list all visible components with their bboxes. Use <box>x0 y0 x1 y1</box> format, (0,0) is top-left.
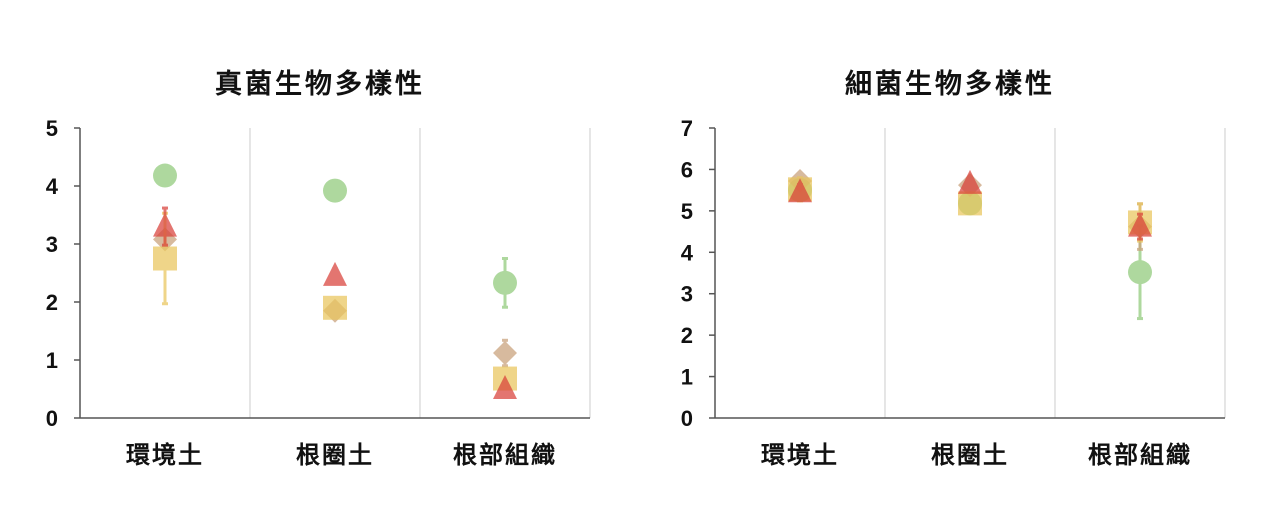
triangle-marker <box>958 169 982 194</box>
x-category-label: 環境土 <box>761 441 839 469</box>
triangle-marker <box>493 375 517 399</box>
y-tick-label: 3 <box>46 232 58 257</box>
triangle-marker <box>788 178 812 203</box>
data-point-triangle <box>1128 212 1152 241</box>
x-category-label: 根部組織 <box>453 441 557 469</box>
x-category-label: 根圈土 <box>296 441 374 469</box>
y-tick-label: 2 <box>681 323 693 348</box>
y-tick-label: 6 <box>681 157 693 182</box>
data-point-circle <box>153 163 177 188</box>
fungal-plot: 0 1 2 3 4 5 環境土 根圈土 根部組織 <box>46 116 591 469</box>
chart-title: 真菌生物多樣性 <box>215 69 425 100</box>
square-marker <box>323 295 347 320</box>
chart-title: 細菌生物多樣性 <box>845 69 1055 100</box>
data-point-circle <box>323 178 347 203</box>
y-tick-label: 4 <box>681 240 694 265</box>
circle-marker <box>153 163 177 188</box>
data-point-triangle <box>153 206 177 247</box>
triangle-marker <box>153 212 177 237</box>
triangle-marker <box>323 261 347 286</box>
square-marker <box>958 191 982 216</box>
bacterial-plot: 0 1 2 3 4 5 6 7 環境土 根圈土 根部組織 <box>681 116 1226 469</box>
data-point-circle <box>493 257 517 309</box>
y-tick-label: 7 <box>681 116 693 141</box>
y-tick-label: 1 <box>46 348 58 373</box>
y-tick-label: 5 <box>681 199 693 224</box>
x-category-label: 根圈土 <box>931 441 1009 469</box>
diamond-marker <box>493 341 517 366</box>
data-point-triangle <box>493 375 517 399</box>
y-tick-label: 1 <box>681 365 693 390</box>
y-tick-label: 0 <box>681 406 693 431</box>
y-tick-label: 4 <box>46 174 59 199</box>
data-point-diamond <box>493 338 517 368</box>
data-point-triangle <box>958 169 982 194</box>
x-category-label: 環境土 <box>126 441 204 469</box>
triangle-marker <box>1128 212 1152 237</box>
circle-marker <box>1128 260 1152 285</box>
y-tick-label: 3 <box>681 282 693 307</box>
y-tick-label: 0 <box>46 406 58 431</box>
circle-marker <box>493 270 517 295</box>
x-category-label: 根部組織 <box>1088 441 1192 469</box>
fungal-diversity-chart: 真菌生物多樣性 0 1 2 3 4 5 環境土 根圈土 根部組織 <box>10 0 630 528</box>
y-tick-label: 2 <box>46 290 58 315</box>
data-point-triangle <box>323 261 347 286</box>
data-point-square <box>958 191 982 216</box>
circle-marker <box>323 178 347 203</box>
bacterial-diversity-chart: 細菌生物多樣性 0 1 2 3 4 5 6 7 環境土 根圈土 根部組織 <box>640 0 1260 528</box>
data-point-square <box>323 295 347 320</box>
data-point-triangle <box>788 178 812 203</box>
y-tick-label: 5 <box>46 116 58 141</box>
square-marker <box>153 246 177 271</box>
